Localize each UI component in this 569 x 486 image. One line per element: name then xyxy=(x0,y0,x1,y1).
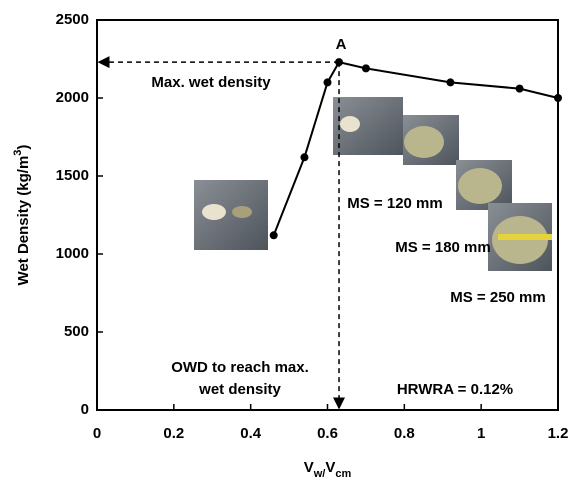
x-axis-label-part: cm xyxy=(335,468,351,480)
data-point xyxy=(323,78,332,87)
data-point xyxy=(361,64,370,73)
x-tick-label: 0.6 xyxy=(317,425,338,442)
data-point xyxy=(554,94,562,102)
data-point xyxy=(446,78,455,87)
photo-detail xyxy=(202,204,226,220)
peak-label: A xyxy=(336,36,347,53)
y-tick-label: 2000 xyxy=(56,89,89,106)
photo-detail xyxy=(404,126,444,158)
hrwra-label: HRWRA = 0.12% xyxy=(397,381,513,398)
owd-label: OWD to reach max. xyxy=(171,359,309,376)
photo-detail xyxy=(498,234,552,240)
x-tick-label: 0.4 xyxy=(240,425,262,442)
x-tick-label: 0 xyxy=(93,425,101,442)
y-tick-label: 1000 xyxy=(56,245,89,262)
ms-label: MS = 180 mm xyxy=(395,239,490,256)
y-tick-label: 500 xyxy=(64,323,89,340)
y-tick-label: 2500 xyxy=(56,11,89,28)
photo-detail xyxy=(232,206,252,218)
data-point xyxy=(515,84,524,93)
y-axis-label: Wet Density (kg/m3) xyxy=(12,145,32,286)
ms-label: MS = 250 mm xyxy=(450,289,545,306)
x-axis-label-part: V xyxy=(325,459,335,476)
photo-detail xyxy=(458,168,502,204)
photos xyxy=(194,97,552,271)
max-density-label: Max. wet density xyxy=(151,74,271,91)
photo-detail xyxy=(340,116,360,132)
x-tick-label: 0.8 xyxy=(394,425,415,442)
x-tick-label: 0.2 xyxy=(163,425,184,442)
y-tick-label: 0 xyxy=(81,401,89,418)
y-tick-label: 1500 xyxy=(56,167,89,184)
data-point xyxy=(300,153,309,162)
y-axis-label-part: Wet Density (kg/m xyxy=(15,156,32,286)
x-axis-label: Vw/Vcm xyxy=(304,459,352,480)
y-axis-label-part: ) xyxy=(15,145,32,150)
ms-label: MS = 120 mm xyxy=(347,195,442,212)
x-axis-label-part: V xyxy=(304,459,314,476)
y-axis-label-part: 3 xyxy=(12,150,24,156)
x-tick-label: 1 xyxy=(477,425,485,442)
data-line xyxy=(272,60,559,236)
data-point xyxy=(269,231,278,240)
x-axis-label-part: w/ xyxy=(313,468,326,480)
owd-label: wet density xyxy=(198,381,281,398)
x-tick-label: 1.2 xyxy=(548,425,569,442)
